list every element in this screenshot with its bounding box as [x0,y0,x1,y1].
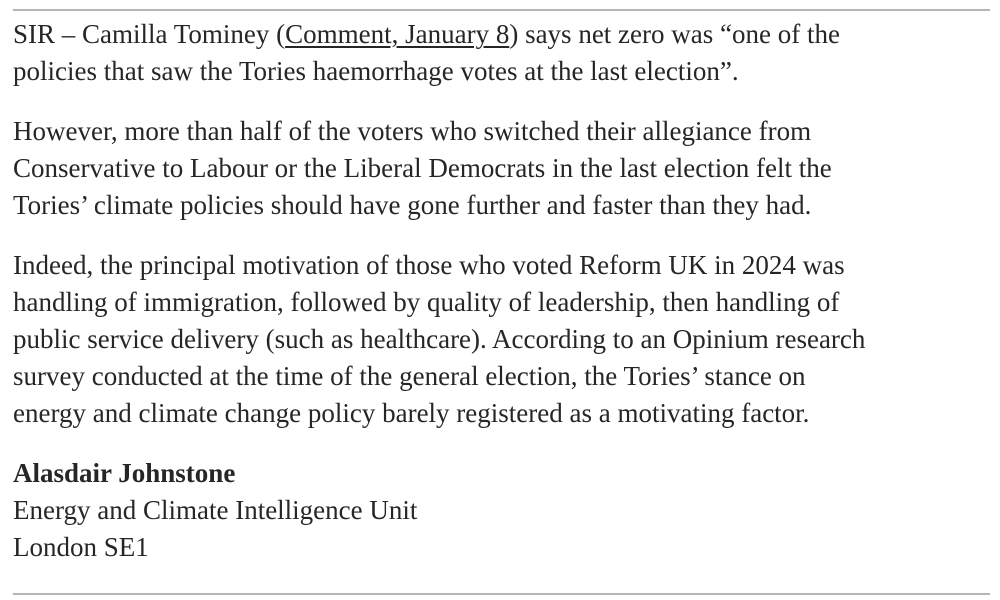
paragraph-1: SIR – Camilla Tominey (Comment, January … [13,16,993,90]
paragraph-line: However, more than half of the voters wh… [13,116,812,146]
signature: Alasdair Johnstone Energy and Climate In… [13,455,993,566]
paragraph-line: public service delivery (such as healthc… [13,324,866,354]
author-organisation: Energy and Climate Intelligence Unit [13,495,418,525]
text: ) says net zero was “one of the [509,19,840,49]
paragraph-2: However, more than half of the voters wh… [13,113,993,224]
author-name: Alasdair Johnstone [13,458,236,488]
text: SIR – Camilla Tominey ( [13,19,286,49]
author-location: London SE1 [13,532,149,562]
comment-link[interactable]: Comment, January 8 [285,19,510,49]
paragraph-line: Tories’ climate policies should have gon… [13,190,812,220]
paragraph-3: Indeed, the principal motivation of thos… [13,247,993,432]
letter: SIR – Camilla Tominey (Comment, January … [13,16,993,566]
paragraph-line: Indeed, the principal motivation of thos… [13,250,845,280]
bottom-divider [13,593,990,595]
paragraph-line: energy and climate change policy barely … [13,398,810,428]
paragraph-line: SIR – Camilla Tominey (Comment, January … [13,16,993,53]
paragraph-line: policies that saw the Tories haemorrhage… [13,56,739,86]
paragraph-line: survey conducted at the time of the gene… [13,361,806,391]
top-divider [13,9,990,11]
paragraph-line: Conservative to Labour or the Liberal De… [13,153,832,183]
paragraph-line: handling of immigration, followed by qua… [13,287,840,317]
